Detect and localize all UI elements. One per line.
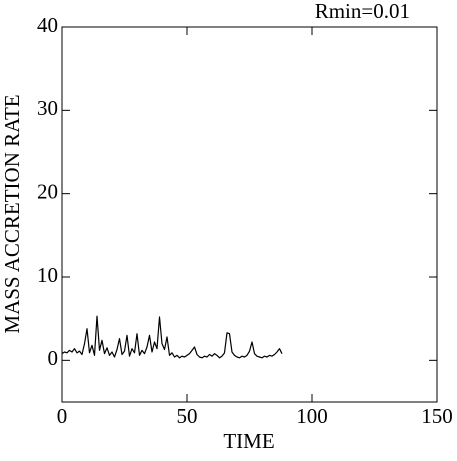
y-tick-label: 20 [37,179,58,203]
y-tick-label: 40 [37,13,58,37]
y-tick-label: 10 [37,263,58,287]
x-axis-label: TIME [223,429,274,453]
x-tick-label: 0 [57,404,68,428]
data-line [61,315,283,359]
x-tick-label: 50 [177,404,198,428]
y-tick-label: 30 [37,96,58,120]
annotation: Rmin=0.01 [315,0,410,23]
plot-frame [61,26,438,403]
x-tick-label: 150 [421,404,453,428]
y-axis-label: MASS ACCRETION RATE [0,94,24,333]
y-tick-label: 0 [48,346,59,370]
x-tick-label: 100 [296,404,328,428]
